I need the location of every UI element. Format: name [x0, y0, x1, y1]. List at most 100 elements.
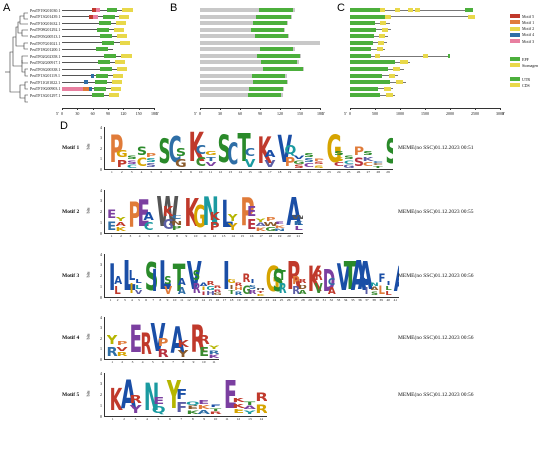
epf-domain [262, 66, 303, 71]
motif-logo-letter: S [333, 151, 344, 158]
protein-bar [200, 60, 299, 65]
legend-label: CDS [522, 82, 530, 88]
motif-logo-letter: V [116, 346, 128, 353]
motif-logo-letter: A [197, 409, 211, 416]
motif-logo-column: K [182, 194, 199, 233]
utr-block [350, 86, 378, 91]
protein-line [62, 35, 118, 37]
motif-logo-letter: G [162, 218, 174, 233]
cds-block [380, 21, 386, 26]
motif-box [96, 27, 110, 32]
motif-box [88, 14, 93, 19]
axis-tick-label: 150 [135, 110, 142, 116]
axis-tick [220, 108, 221, 110]
motif-box [83, 86, 89, 91]
cds-block [467, 14, 475, 19]
motif-logo-letter: C [343, 159, 354, 165]
motif-logo-letter: S [126, 155, 137, 161]
motif-logo-column: K [186, 128, 203, 169]
motif-box [103, 53, 117, 58]
motif-logo-letter: A [358, 254, 374, 297]
motif-position-label: 13 [221, 234, 226, 238]
gene-label: PeaTF18G01200.1 [30, 47, 61, 53]
motif-logo-letter: A [370, 287, 378, 293]
motif-logo-column: I [107, 260, 116, 297]
motif-logo-letter: Y [129, 403, 142, 416]
motif-box [88, 86, 92, 91]
axis-tick-label: 3000 [496, 110, 504, 116]
cds-block [392, 66, 400, 71]
protein-bar [200, 34, 290, 39]
motif-position-label: 9 [189, 170, 192, 174]
motif-logo-letter: K [362, 156, 374, 163]
motif-logo-letter: T [228, 290, 236, 297]
motif-position-label: 27 [293, 298, 298, 302]
motif-logo-letter: S [304, 158, 315, 165]
motif-position-label: 2 [121, 360, 124, 364]
motif-box [115, 60, 126, 65]
motif-logo-letter: R [213, 285, 222, 290]
panel-label-c: C [337, 2, 345, 14]
motif-position-label: 6 [162, 360, 164, 364]
motif-logo-column: A [392, 262, 399, 297]
motif-logo-letter: L [135, 284, 143, 291]
protein-line [62, 42, 121, 44]
motif-position-label: 1 [111, 170, 113, 174]
axis-tick-label: 1000 [396, 110, 404, 116]
motif-ytick: 4 [100, 187, 102, 193]
gene-structure-figure [5, 12, 28, 103]
motif-logo-letter: S [193, 269, 201, 285]
motif-position-label: 21 [296, 234, 301, 238]
motif-position-label: 21 [307, 170, 311, 174]
motif-logo: EEYAKPEACWKGCNPKGNKPLYYPEEYAKPWGEKNAWKL [107, 190, 303, 233]
legend-swatch [510, 39, 520, 44]
motif-ytick: 3 [100, 325, 102, 330]
motif-position-label: 16 [215, 298, 220, 302]
axis-end-3: 3' [322, 110, 325, 116]
motif-logo-letter: P [116, 158, 127, 169]
motif-position-label: 8 [176, 234, 178, 238]
motif-box [113, 73, 124, 78]
motif-logo-column: G [264, 262, 279, 297]
legend-swatch [510, 83, 520, 88]
motif-logo-letter: R [249, 290, 257, 297]
motif-position-label: 24 [272, 298, 277, 302]
motif-logo-letter: S [363, 151, 374, 158]
motif-ytick: 2 [100, 392, 102, 397]
epf-domain [253, 80, 287, 85]
motif-logo-letter: A [114, 273, 123, 287]
motif-ytick: 1 [100, 219, 102, 225]
motif-position-label: 15 [248, 170, 252, 174]
motif-bits-label: bits [85, 390, 91, 396]
epf-domain [249, 86, 283, 91]
motif-position-label: 20 [244, 298, 248, 302]
motif-logo-letter: A [115, 221, 127, 228]
motif-logo-letter: R [292, 284, 301, 297]
motif-logo-letter: E [107, 207, 117, 222]
legend-swatch [510, 32, 520, 37]
motif-logo-letter: Q [185, 402, 200, 408]
motif-logo-letter: R [298, 278, 307, 285]
motif-logo-letter: R [242, 271, 251, 286]
motif-position-label: 11 [225, 417, 229, 421]
motif-position-label: 31 [322, 298, 326, 302]
motif-logo-letter: I [229, 284, 234, 291]
motif-logo-letter: P [353, 143, 364, 158]
motif-logo-letter: R [213, 288, 222, 293]
motif-logo-column: L [157, 257, 172, 297]
protein-bar [200, 47, 295, 52]
